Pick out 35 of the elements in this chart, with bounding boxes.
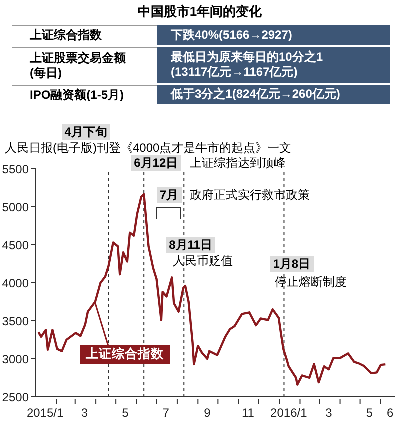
ref-line-label: 8月11日	[166, 237, 216, 253]
y-tick-label: 4500	[2, 238, 30, 252]
text: 最低日为原来每日的10分之1 (13117亿元→1167亿元)	[157, 47, 390, 83]
x-tick-label: 2016/1	[270, 406, 308, 420]
chart-title: 中国股市1年间的变化	[136, 3, 264, 21]
x-tick-label: 2015/1	[26, 406, 64, 420]
y-tick-label: 3000	[2, 352, 30, 366]
x-tick-label: 3	[81, 406, 88, 420]
x-tick-label: 9	[204, 406, 212, 420]
y-tick-label: 5000	[2, 200, 30, 214]
x-tick-label: 5	[366, 406, 374, 420]
annotation: 政府正式实行救市政策	[190, 187, 310, 203]
x-tick-label: 7	[162, 406, 170, 420]
x-tick-label: 5	[122, 406, 130, 420]
y-tick-label: 5500	[2, 162, 30, 176]
text: 上证股票交易金额 (每日)	[12, 47, 157, 83]
annotation: 停止熔断制度	[275, 274, 347, 290]
y-tick-label: 3500	[2, 314, 30, 328]
ref-line-label: 6月12日	[131, 155, 182, 171]
x-tick-label: 6	[386, 406, 394, 420]
y-tick-label: 2500	[2, 390, 30, 404]
y-tick-label: 4000	[2, 276, 30, 290]
text: IPO融资额(1-5月)	[12, 85, 157, 104]
annotation: 7月	[157, 187, 182, 203]
x-tick-label: 11	[242, 406, 255, 420]
annotation: 人民币贬值	[173, 253, 233, 269]
x-tick-label: 3	[326, 406, 333, 420]
ref-line-label: 4月下旬	[62, 124, 110, 140]
series-label: 上证综合指数	[80, 345, 170, 364]
text: 人民日报(电子版)刊登《4000点才是牛市的起点》一文	[5, 140, 292, 156]
text: 上证综合指数	[12, 25, 157, 45]
text: 低于3分之1(824亿元→260亿元)	[157, 85, 390, 104]
annotation: 上证综指达到顶峰	[190, 155, 286, 171]
ref-line-label: 1月8日	[270, 256, 314, 272]
text: 下跌40%(5166→2927)	[157, 25, 390, 45]
